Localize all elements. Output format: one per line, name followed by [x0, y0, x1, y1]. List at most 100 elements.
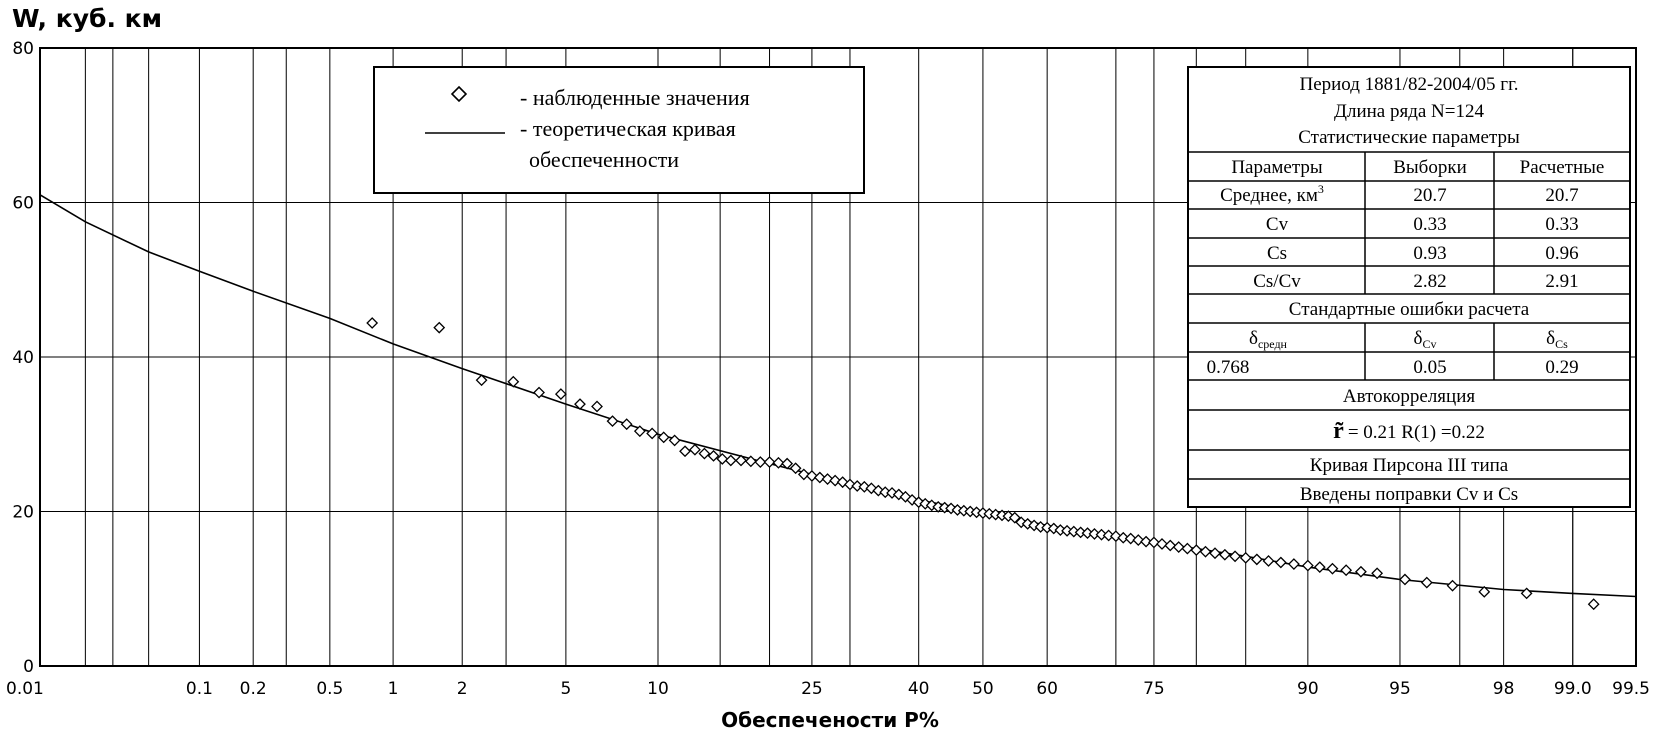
- observed-point: [735, 454, 747, 467]
- row-cv-sample: 0.33: [1413, 214, 1446, 235]
- observed-point: [1156, 538, 1168, 550]
- observed-point: [836, 476, 849, 489]
- observed-point: [606, 415, 619, 428]
- observed-point: [591, 400, 603, 413]
- observed-point: [789, 462, 802, 475]
- observed-point: [805, 470, 818, 482]
- observed-point: [724, 454, 737, 467]
- observed-point: [1250, 553, 1263, 566]
- x-tick-label: 25: [801, 679, 823, 699]
- observed-point: [1002, 510, 1015, 523]
- observed-point: [1587, 598, 1600, 611]
- observed-point: [668, 434, 681, 447]
- row-cs-name: Cs: [1267, 243, 1287, 264]
- observed-point: [1199, 545, 1212, 558]
- x-tick-label: 75: [1143, 679, 1165, 699]
- observed-point: [657, 431, 670, 444]
- observed-point: [912, 496, 925, 509]
- col-sample: Выборки: [1393, 157, 1467, 178]
- row-mean-calc: 20.7: [1545, 185, 1578, 206]
- autocorr-values: r̃ = 0.21 R(1) =0.22: [1333, 418, 1485, 444]
- observed-point: [507, 375, 520, 388]
- legend-observed-label: - наблюденные значения: [520, 85, 750, 110]
- observed-point: [1355, 565, 1367, 578]
- row-cv-calc: 0.33: [1545, 214, 1578, 235]
- err-cv-value: 0.05: [1413, 357, 1446, 378]
- observed-point: [919, 497, 932, 510]
- observed-point: [1340, 564, 1353, 577]
- observed-point: [716, 453, 729, 465]
- y-tick-label: 80: [12, 39, 34, 59]
- observed-point: [781, 457, 794, 470]
- observed-point: [689, 443, 701, 456]
- stats-table: Период 1881/82-2004/05 гг. Длина ряда N=…: [1187, 66, 1631, 508]
- observed-point: [366, 317, 379, 329]
- row-mean-sample: 20.7: [1413, 185, 1446, 206]
- observed-point: [620, 418, 633, 431]
- x-tick-label: 60: [1036, 679, 1058, 699]
- observed-point: [772, 456, 785, 469]
- observed-point: [1172, 541, 1185, 553]
- x-tick-label: 0.01: [6, 679, 44, 699]
- row-cv-name: Cv: [1266, 214, 1289, 235]
- curve-type: Кривая Пирсона III типа: [1310, 455, 1509, 476]
- col-calc: Расчетные: [1520, 157, 1605, 178]
- stats-params-title: Статистические параметры: [1298, 127, 1520, 148]
- observed-point: [1301, 559, 1314, 572]
- err-cv-header: δCv: [1414, 328, 1437, 351]
- observed-point: [707, 449, 720, 462]
- x-tick-label: 5: [560, 679, 571, 699]
- stats-table-frame: [1187, 66, 1631, 508]
- observed-point: [1190, 544, 1203, 557]
- observed-point: [851, 480, 864, 492]
- observed-point: [813, 471, 826, 484]
- observed-point: [1181, 542, 1194, 555]
- observed-point: [574, 398, 586, 411]
- observed-point: [1124, 532, 1137, 545]
- legend-curve-label-2: обеспеченности: [529, 147, 679, 172]
- observed-point: [865, 482, 878, 495]
- observed-point: [1102, 529, 1115, 542]
- legend-curve-label: - теоретическая кривая: [520, 116, 736, 141]
- observed-point: [1209, 547, 1221, 560]
- x-tick-label: 98: [1493, 679, 1515, 699]
- y-axis-ticks: 0 20 40 60 80: [12, 39, 34, 677]
- period-text: Период 1881/82-2004/05 гг.: [1299, 74, 1518, 95]
- corrections-text: Введены поправки Cv и Cs: [1300, 484, 1518, 505]
- observed-point: [533, 386, 545, 399]
- row-mean-name: Среднее, км3: [1220, 182, 1324, 206]
- legend-diamond-icon: [450, 85, 468, 103]
- observed-point: [1520, 587, 1533, 600]
- observed-point: [1132, 534, 1145, 547]
- row-cscv-sample: 2.82: [1413, 271, 1446, 292]
- x-tick-label: 0.2: [240, 679, 267, 699]
- row-cscv-name: Cs/Cv: [1253, 271, 1301, 292]
- x-tick-label: 0.5: [316, 679, 343, 699]
- autocorr-title: Автокорреляция: [1343, 386, 1476, 407]
- y-tick-label: 20: [12, 503, 34, 523]
- observed-point: [1081, 527, 1094, 540]
- observed-point: [1399, 573, 1411, 586]
- row-cscv-calc: 2.91: [1545, 271, 1578, 292]
- errors-title: Стандартные ошибки расчета: [1289, 299, 1530, 320]
- observed-point: [1287, 558, 1300, 570]
- observed-points: [366, 317, 1600, 611]
- y-tick-label: 0: [23, 657, 34, 677]
- observed-point: [899, 490, 912, 503]
- observed-point: [886, 487, 898, 499]
- observed-point: [433, 321, 446, 334]
- observed-point: [829, 474, 842, 487]
- observed-point: [821, 473, 834, 485]
- plot-frame: [39, 47, 1637, 667]
- observed-point: [1095, 528, 1108, 541]
- x-tick-label: 90: [1297, 679, 1319, 699]
- observed-point: [1164, 539, 1177, 552]
- x-axis-title: Обеспечености P%: [721, 708, 939, 732]
- observed-point: [1008, 511, 1021, 524]
- observed-point: [1088, 527, 1101, 540]
- err-mean-header: δсредн: [1249, 328, 1288, 351]
- observed-point: [1326, 562, 1339, 575]
- observed-point: [1478, 585, 1491, 598]
- observed-point: [646, 427, 659, 440]
- observed-point: [1117, 531, 1130, 544]
